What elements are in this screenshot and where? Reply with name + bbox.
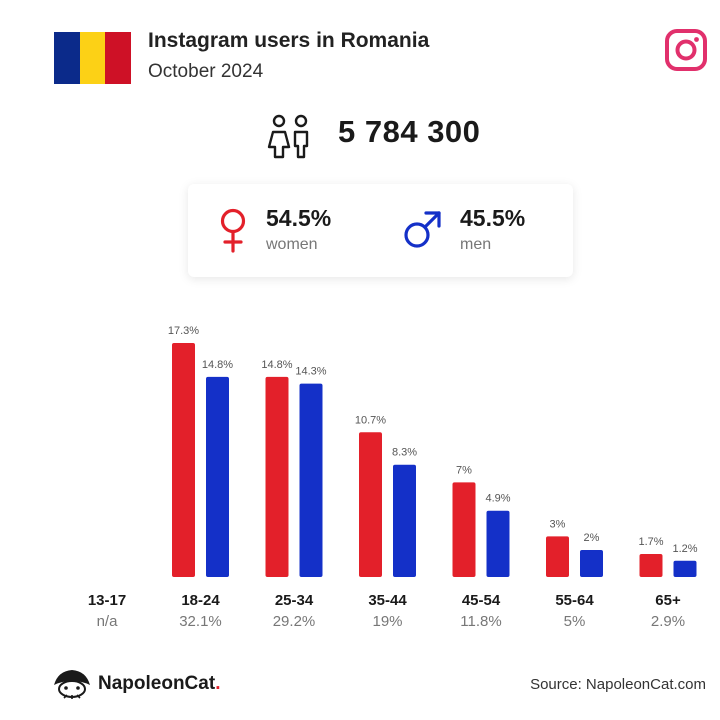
women-label: women [266,236,318,253]
flag-stripe-red [105,32,132,84]
total-users: 5 784 300 [338,114,481,149]
category-label: 45-54 [462,592,501,609]
category-total-label: 32.1% [179,613,222,630]
gender-split-card: 54.5% women 45.5% men [188,184,573,277]
category-label: 13-17 [88,592,126,609]
bar-women [546,536,569,577]
brand-name: NapoleonCat. [98,673,220,695]
category-total-label: n/a [97,613,119,630]
age-gender-bar-chart: 13-17n/a17.3%14.8%18-2432.1%14.8%14.3%25… [88,325,698,630]
bar-men [486,510,510,577]
category-total-label: 11.8% [460,613,501,630]
men-percent: 45.5% [460,205,526,231]
napoleoncat-logo-icon [54,670,90,699]
category-total-label: 29.2% [273,613,316,630]
chart-subtitle: October 2024 [148,61,264,82]
bar-value-label: 17.3% [168,325,199,337]
bar-women [639,554,663,577]
flag-stripe-blue [54,32,80,84]
flag-stripe-yellow [79,32,106,84]
women-percent: 54.5% [266,205,332,231]
bar-women [359,432,382,577]
category-label: 55-64 [555,592,594,609]
bar-value-label: 14.8% [202,359,233,371]
bar-men [206,376,229,577]
instagram-icon [665,29,707,71]
bar-men [299,383,323,577]
bar-women [265,376,289,577]
bar-value-label: 1.7% [638,536,663,548]
bar-women [452,482,476,577]
category-label: 25-34 [275,592,314,609]
bar-value-label: 8.3% [392,447,417,459]
romania-flag [54,32,132,84]
brand-dot: . [215,673,221,694]
bar-value-label: 14.3% [295,366,326,378]
category-total-label: 5% [564,613,586,630]
chart-title: Instagram users in Romania [148,29,430,52]
category-label: 18-24 [181,592,220,609]
brand-name-text: NapoleonCat [98,673,216,694]
female-icon [220,208,246,253]
bar-value-label: 3% [550,518,566,530]
bar-value-label: 2% [584,532,600,544]
bar-value-label: 4.9% [485,493,510,505]
people-icon [267,114,309,159]
bar-men [393,464,416,577]
bar-value-label: 14.8% [261,359,292,371]
bar-value-label: 7% [456,464,472,476]
category-total-label: 19% [372,613,402,630]
source-note: Source: NapoleonCat.com [530,676,706,693]
bar-women [172,343,195,577]
men-label: men [460,236,492,253]
category-total-label: 2.9% [651,613,685,630]
bar-value-label: 1.2% [672,543,697,555]
bar-men [580,549,603,577]
category-label: 35-44 [368,592,407,609]
male-icon [404,211,441,248]
bar-men [673,560,697,577]
category-label: 65+ [655,592,681,609]
bar-value-label: 10.7% [355,414,386,426]
